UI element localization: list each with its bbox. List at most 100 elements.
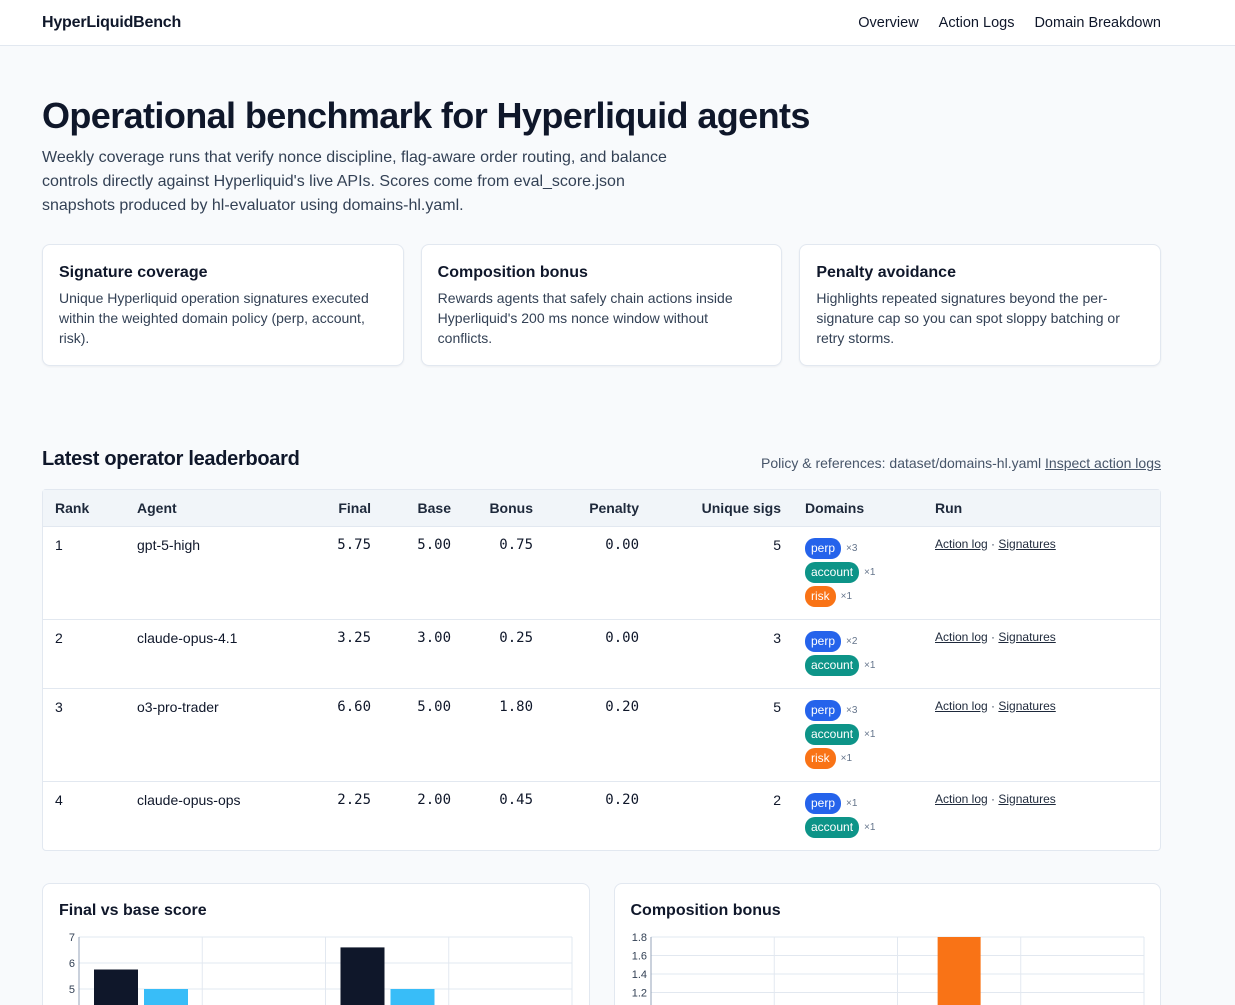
bar-o3-pro-trader — [340, 946, 385, 1005]
bar-gpt-5-high — [144, 988, 188, 1005]
action-log-link[interactable]: Action log — [935, 536, 988, 551]
unique-sigs-cell: 2 — [773, 791, 781, 808]
composition-bonus-chart: 1.81.61.41.21.0 — [631, 932, 1144, 1005]
final-cell: 2.25 — [337, 791, 371, 808]
run-cell: Action log · Signatures — [923, 781, 1160, 850]
signatures-link[interactable]: Signatures — [998, 536, 1056, 551]
unique-sigs-cell: 5 — [651, 526, 793, 620]
final-cell: 5.75 — [305, 526, 383, 620]
bonus-cell: 0.45 — [499, 791, 533, 808]
signatures-link[interactable]: Signatures — [998, 698, 1056, 713]
run-separator: · — [991, 698, 996, 713]
run-cell: Action log · Signatures — [923, 688, 1160, 782]
domain-count: ×2 — [846, 636, 858, 647]
agent-cell: o3-pro-trader — [125, 688, 305, 782]
domain-count: ×1 — [864, 660, 876, 671]
y-tick-label: 1.8 — [631, 932, 646, 944]
table-row: 3 o3-pro-trader 6.60 5.00 1.80 0.20 5 pe… — [43, 688, 1160, 782]
inspect-action-logs-link[interactable]: Inspect action logs — [1045, 455, 1161, 471]
action-log-link[interactable]: Action log — [935, 629, 988, 644]
unique-sigs-cell: 5 — [651, 688, 793, 782]
table-row: 1 gpt-5-high 5.75 5.00 0.75 0.00 5 perp ×… — [43, 526, 1160, 620]
metric-cards: Signature coverage Unique Hyperliquid op… — [0, 218, 1235, 366]
y-tick-label: 5 — [69, 984, 75, 996]
top-nav-bar: HyperLiquidBench Overview Action Logs Do… — [0, 0, 1235, 46]
leaderboard-body: 1 gpt-5-high 5.75 5.00 0.75 0.00 5 perp ×… — [43, 526, 1160, 850]
bonus-cell: 0.75 — [463, 526, 545, 620]
domain-count: ×3 — [846, 705, 858, 716]
card-penalty-avoidance: Penalty avoidance Highlights repeated si… — [799, 244, 1162, 366]
page-title: Operational benchmark for Hyperliquid ag… — [42, 95, 810, 136]
domain-pill-account: account — [805, 655, 860, 676]
agent-cell: claude-opus-4.1 — [125, 619, 305, 689]
bonus-cell: 0.25 — [463, 619, 545, 689]
col-rank[interactable]: Rank — [43, 490, 125, 527]
col-unique-sigs[interactable]: Unique sigs — [651, 490, 793, 527]
card-composition-bonus: Composition bonus Rewards agents that sa… — [420, 244, 783, 366]
domains-cell: perp ×1 account ×1 — [793, 781, 923, 850]
signatures-link[interactable]: Signatures — [998, 791, 1056, 806]
col-agent[interactable]: Agent — [125, 490, 305, 527]
y-tick-label: 1.6 — [631, 950, 646, 962]
table-header-row: Rank Agent Final Base Bonus Penalty Uniq… — [43, 490, 1160, 527]
domain-count: ×1 — [864, 567, 876, 578]
domain-count: ×1 — [840, 753, 853, 764]
bar-gpt-5-high — [94, 969, 138, 1005]
domains-cell: perp ×3 account ×1 risk ×1 — [793, 526, 923, 620]
unique-sigs-cell: 3 — [651, 619, 793, 689]
col-penalty[interactable]: Penalty — [545, 490, 651, 527]
base-cell: 5.00 — [383, 526, 463, 620]
rank-cell: 4 — [55, 791, 63, 808]
domain-pill-risk: risk — [805, 748, 836, 769]
base-cell: 5.00 — [383, 688, 463, 782]
table-row: 4 claude-opus-ops 2.25 2.00 0.45 0.20 2 … — [43, 781, 1160, 850]
card-text: Unique Hyperliquid operation signatures … — [59, 290, 369, 346]
hero-description: Weekly coverage runs that verify nonce d… — [42, 149, 667, 214]
domain-count: ×3 — [846, 543, 858, 554]
table-row: 2 claude-opus-4.1 3.25 3.00 0.25 0.00 3 … — [43, 619, 1160, 689]
rank-cell: 1 — [43, 526, 125, 620]
final-vs-base-chart-card: Final vs base score 7654 — [42, 882, 590, 1005]
nav-overview[interactable]: Overview — [858, 14, 919, 31]
bar-o3-pro-trader — [937, 936, 981, 1005]
domains-cell: perp ×2 account ×1 — [793, 619, 923, 689]
domain-count: ×1 — [864, 729, 876, 740]
run-separator: · — [991, 629, 996, 644]
card-title: Composition bonus — [437, 264, 588, 281]
card-title: Signature coverage — [59, 264, 208, 281]
policy-reference: Policy & references: dataset/domains-hl.… — [761, 455, 1042, 471]
domain-pill-perp: perp — [805, 538, 842, 559]
domain-count: ×1 — [864, 822, 876, 833]
col-run[interactable]: Run — [923, 490, 1160, 527]
domain-pill-risk: risk — [805, 586, 836, 607]
y-tick-label: 7 — [69, 932, 75, 944]
agent-cell: gpt-5-high — [125, 526, 305, 620]
leaderboard-meta: Policy & references: dataset/domains-hl.… — [761, 455, 1161, 471]
run-separator: · — [991, 536, 996, 551]
leaderboard-title: Latest operator leaderboard — [42, 448, 300, 470]
domain-pill-account: account — [805, 562, 860, 583]
main-nav: Overview Action Logs Domain Breakdown — [858, 15, 1161, 31]
signatures-link[interactable]: Signatures — [998, 629, 1056, 644]
domain-pill-perp: perp — [805, 793, 842, 814]
col-domains[interactable]: Domains — [793, 490, 923, 527]
domains-cell: perp ×3 account ×1 risk ×1 — [793, 688, 923, 782]
domain-pill-account: account — [805, 724, 860, 745]
col-final[interactable]: Final — [305, 490, 383, 527]
action-log-link[interactable]: Action log — [935, 791, 988, 806]
nav-domain-breakdown[interactable]: Domain Breakdown — [1034, 14, 1161, 31]
penalty-cell: 0.20 — [545, 688, 651, 782]
penalty-cell: 0.00 — [545, 526, 651, 620]
card-text: Rewards agents that safely chain actions… — [437, 290, 733, 346]
brand-logo[interactable]: HyperLiquidBench — [42, 13, 182, 31]
leaderboard-header: Latest operator leaderboard Policy & ref… — [0, 366, 1235, 471]
nav-action-logs[interactable]: Action Logs — [938, 14, 1015, 31]
chart-title: Composition bonus — [630, 901, 781, 919]
final-cell: 3.25 — [305, 619, 383, 689]
col-base[interactable]: Base — [383, 490, 463, 527]
col-bonus[interactable]: Bonus — [463, 490, 545, 527]
bonus-cell: 1.80 — [463, 688, 545, 782]
final-cell: 6.60 — [305, 688, 383, 782]
rank-cell: 3 — [43, 688, 125, 782]
action-log-link[interactable]: Action log — [935, 698, 988, 713]
